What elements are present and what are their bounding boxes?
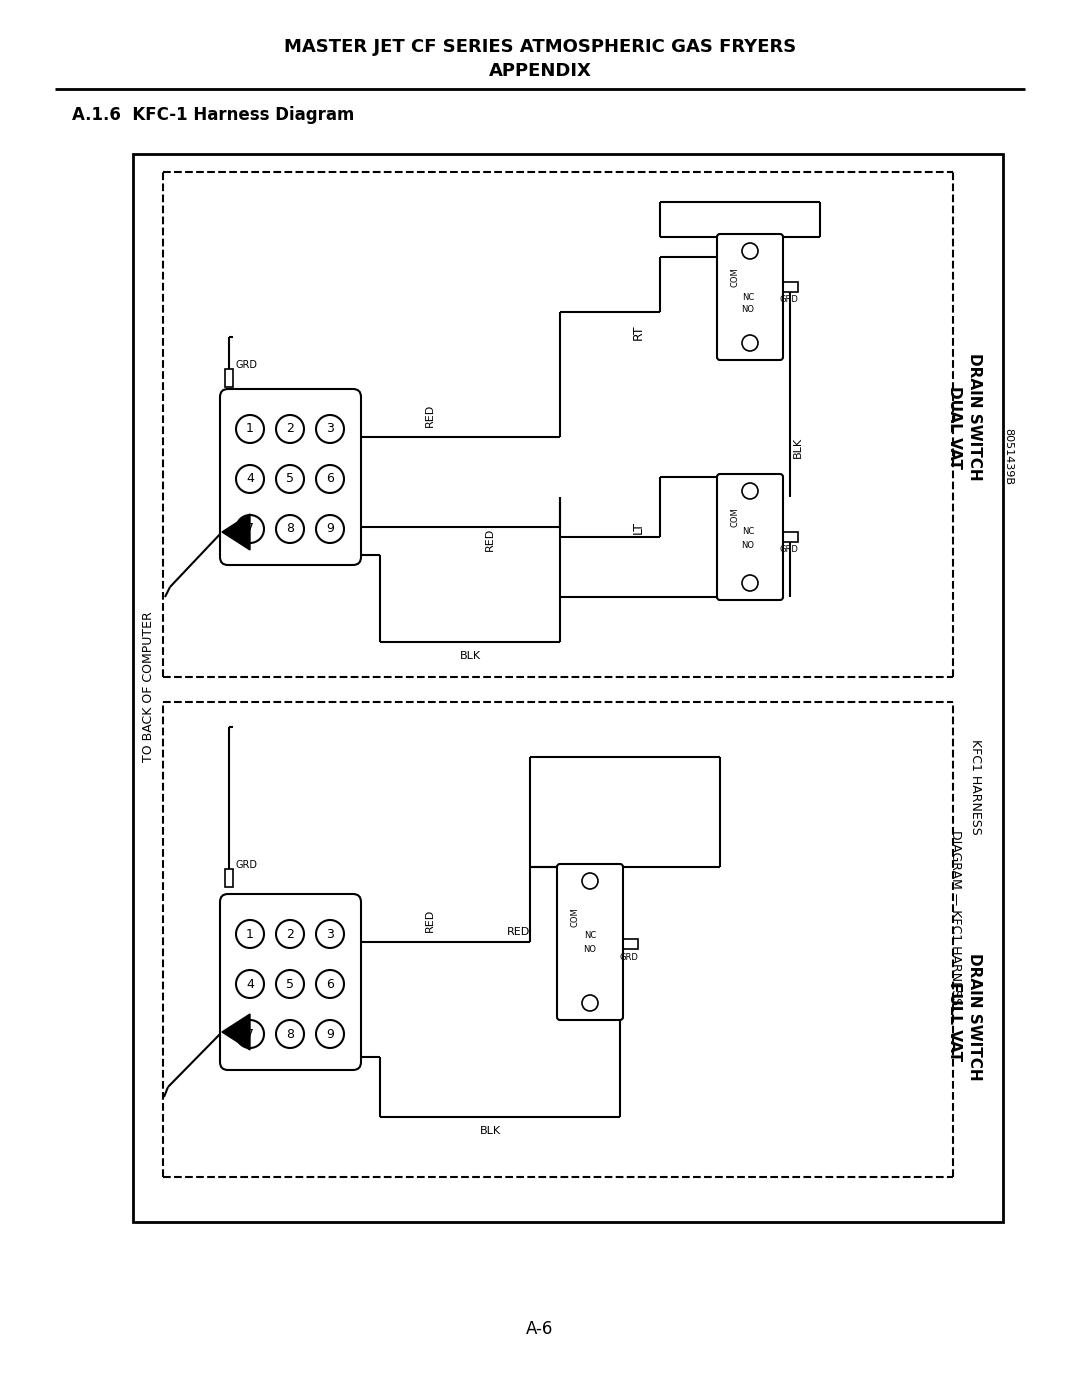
Text: LT: LT (632, 521, 645, 534)
Text: GRD: GRD (780, 296, 798, 305)
Text: 8: 8 (286, 1028, 294, 1041)
Text: 7: 7 (246, 1028, 254, 1041)
Text: GRD: GRD (780, 545, 798, 555)
Text: NC: NC (742, 292, 754, 302)
Text: DIAGRAM — KFC1 HARNESS: DIAGRAM — KFC1 HARNESS (948, 830, 961, 1004)
Bar (225, 369, 233, 387)
FancyBboxPatch shape (717, 235, 783, 360)
Text: KFC1 HARNESS: KFC1 HARNESS (969, 739, 982, 835)
Text: 9: 9 (326, 1028, 334, 1041)
Text: RED: RED (426, 909, 435, 932)
Text: 5: 5 (286, 472, 294, 486)
Text: A.1.6  KFC-1 Harness Diagram: A.1.6 KFC-1 Harness Diagram (72, 106, 354, 124)
Text: BLK: BLK (459, 651, 481, 661)
Text: 3: 3 (326, 422, 334, 436)
FancyBboxPatch shape (220, 388, 361, 564)
Text: A-6: A-6 (526, 1320, 554, 1338)
Text: 1: 1 (246, 422, 254, 436)
Text: 5: 5 (286, 978, 294, 990)
Text: NC: NC (742, 528, 754, 536)
Text: FULL VAT: FULL VAT (947, 982, 962, 1062)
Text: GRD: GRD (235, 861, 257, 870)
Text: GRD: GRD (620, 953, 638, 961)
Text: RED: RED (485, 528, 495, 550)
Text: 8051439B: 8051439B (1003, 429, 1013, 486)
Text: 1: 1 (246, 928, 254, 940)
Text: GRD: GRD (235, 360, 257, 370)
Text: 4: 4 (246, 472, 254, 486)
Text: 4: 4 (246, 978, 254, 990)
Text: APPENDIX: APPENDIX (488, 61, 592, 80)
Text: 7: 7 (246, 522, 254, 535)
Text: 6: 6 (326, 978, 334, 990)
Bar (225, 869, 233, 887)
Text: 9: 9 (326, 522, 334, 535)
Bar (780, 282, 798, 292)
Bar (133, 154, 1003, 1222)
Text: RED: RED (507, 928, 530, 937)
Text: 3: 3 (326, 928, 334, 940)
Polygon shape (222, 1014, 249, 1051)
Text: NO: NO (742, 541, 755, 549)
FancyBboxPatch shape (717, 474, 783, 599)
Bar (620, 939, 638, 949)
Text: NO: NO (742, 306, 755, 314)
Text: MASTER JET CF SERIES ATMOSPHERIC GAS FRYERS: MASTER JET CF SERIES ATMOSPHERIC GAS FRY… (284, 38, 796, 56)
Text: RED: RED (426, 404, 435, 427)
Text: DUAL VAT: DUAL VAT (947, 386, 962, 468)
Text: BLK: BLK (480, 1126, 500, 1136)
Text: COM: COM (570, 907, 580, 926)
Polygon shape (222, 514, 249, 550)
FancyBboxPatch shape (220, 894, 361, 1070)
Text: 2: 2 (286, 422, 294, 436)
Text: DRAIN SWITCH: DRAIN SWITCH (968, 953, 983, 1081)
Text: COM: COM (730, 507, 740, 527)
Text: NO: NO (583, 944, 596, 954)
Text: 6: 6 (326, 472, 334, 486)
Text: NC: NC (584, 930, 596, 940)
Text: BLK: BLK (793, 436, 804, 458)
Bar (780, 532, 798, 542)
Text: RT: RT (632, 324, 645, 339)
Text: 8: 8 (286, 522, 294, 535)
FancyBboxPatch shape (557, 863, 623, 1020)
Text: 2: 2 (286, 928, 294, 940)
Text: COM: COM (730, 267, 740, 286)
Text: TO BACK OF COMPUTER: TO BACK OF COMPUTER (141, 612, 154, 763)
Text: DRAIN SWITCH: DRAIN SWITCH (968, 353, 983, 481)
